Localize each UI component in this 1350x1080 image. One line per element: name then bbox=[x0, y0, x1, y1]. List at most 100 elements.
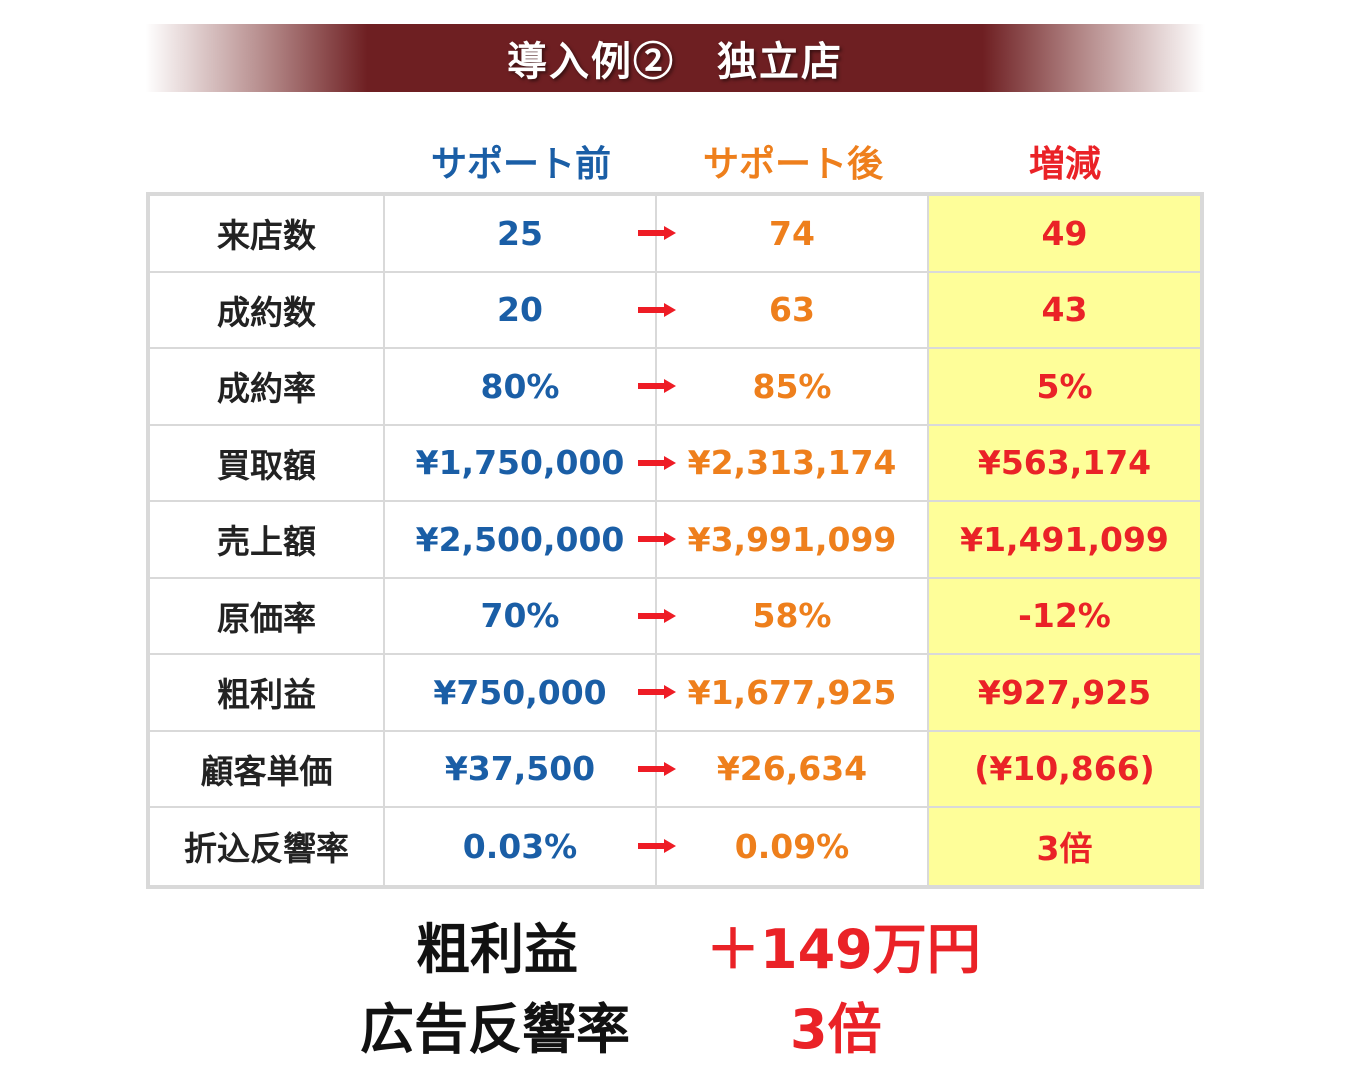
value-diff: (¥10,866) bbox=[929, 731, 1200, 806]
table-row: 成約数 20 63 43 bbox=[150, 272, 1200, 349]
value-diff-text: ¥1,491,099 bbox=[960, 519, 1169, 559]
table-row: 原価率 70% 58% -12% bbox=[150, 578, 1200, 655]
value-before-text: ¥750,000 bbox=[433, 672, 607, 712]
column-header-before: サポート前 bbox=[430, 144, 611, 185]
value-diff-text: 5% bbox=[1036, 366, 1093, 406]
row-label: 顧客単価 bbox=[150, 731, 385, 806]
right-arrow-icon bbox=[638, 302, 676, 317]
column-header-diff: 増減 bbox=[1028, 144, 1101, 185]
row-label: 成約数 bbox=[150, 272, 385, 347]
right-arrow-icon bbox=[638, 685, 676, 700]
value-after: ¥2,313,174 bbox=[657, 425, 929, 500]
value-diff-text: 49 bbox=[1041, 213, 1088, 253]
right-arrow-icon bbox=[638, 761, 676, 776]
row-label: 原価率 bbox=[150, 578, 385, 653]
value-diff-text: (¥10,866) bbox=[974, 749, 1155, 789]
row-label: 成約率 bbox=[150, 349, 385, 424]
value-before: 25 bbox=[385, 196, 676, 271]
table-row: 成約率 80% 85% 5% bbox=[150, 349, 1200, 426]
row-label-text: 来店数 bbox=[217, 216, 316, 256]
value-before: ¥2,500,000 bbox=[385, 502, 676, 577]
value-after: 0.09% bbox=[657, 808, 929, 885]
row-label: 折込反響率 bbox=[150, 808, 385, 885]
value-after-text: ¥2,313,174 bbox=[687, 443, 897, 483]
value-before: ¥1,750,000 bbox=[385, 425, 676, 500]
value-after-text: ¥1,677,925 bbox=[687, 672, 897, 712]
value-before-text: ¥2,500,000 bbox=[415, 519, 625, 559]
right-arrow-icon bbox=[638, 532, 676, 547]
summary-response-rate-label: 広告反響率 bbox=[360, 998, 630, 1061]
value-before-text: 0.03% bbox=[462, 826, 578, 866]
value-after: 63 bbox=[657, 272, 929, 347]
value-after-text: ¥26,634 bbox=[716, 749, 868, 789]
value-before-text: 80% bbox=[480, 366, 560, 406]
value-after: 74 bbox=[657, 196, 929, 271]
value-before: 80% bbox=[385, 349, 676, 424]
value-after: ¥3,991,099 bbox=[657, 502, 929, 577]
value-diff: 5% bbox=[929, 349, 1200, 424]
value-after: ¥1,677,925 bbox=[657, 655, 929, 730]
value-before: ¥37,500 bbox=[385, 731, 676, 806]
row-label-text: 粗利益 bbox=[217, 675, 316, 715]
value-diff-text: 43 bbox=[1041, 290, 1088, 330]
row-label-text: 顧客単価 bbox=[200, 751, 333, 791]
value-diff: 49 bbox=[929, 196, 1200, 271]
summary-gross-profit-value: ＋149万円 bbox=[706, 918, 981, 981]
right-arrow-icon bbox=[638, 455, 676, 470]
value-before-text: ¥37,500 bbox=[444, 749, 596, 789]
table-row: 粗利益 ¥750,000 ¥1,677,925 ¥927,925 bbox=[150, 655, 1200, 732]
value-before: 70% bbox=[385, 578, 676, 653]
page-title: 導入例② 独立店 bbox=[507, 38, 843, 85]
value-before-text: 25 bbox=[497, 213, 543, 253]
row-label: 売上額 bbox=[150, 502, 385, 577]
value-before: 0.03% bbox=[385, 808, 676, 885]
value-after-text: ¥3,991,099 bbox=[687, 519, 897, 559]
row-label-text: 買取額 bbox=[217, 445, 316, 485]
title-banner: 導入例② 独立店 bbox=[145, 24, 1205, 92]
value-diff: 3倍 bbox=[929, 808, 1200, 885]
value-diff-text: -12% bbox=[1018, 596, 1111, 636]
value-before-text: ¥1,750,000 bbox=[415, 443, 625, 483]
row-label-text: 折込反響率 bbox=[184, 829, 349, 869]
column-header-after: サポート後 bbox=[702, 144, 883, 185]
table-row: 売上額 ¥2,500,000 ¥3,991,099 ¥1,491,099 bbox=[150, 502, 1200, 579]
value-diff: ¥563,174 bbox=[929, 425, 1200, 500]
table-row: 来店数 25 74 49 bbox=[150, 196, 1200, 273]
value-diff: 43 bbox=[929, 272, 1200, 347]
right-arrow-icon bbox=[638, 379, 676, 394]
row-label-text: 売上額 bbox=[217, 522, 316, 562]
row-label: 粗利益 bbox=[150, 655, 385, 730]
value-after-text: 58% bbox=[752, 596, 832, 636]
value-after-text: 74 bbox=[769, 213, 815, 253]
row-label-text: 成約数 bbox=[217, 292, 316, 332]
value-before: 20 bbox=[385, 272, 676, 347]
row-label: 買取額 bbox=[150, 425, 385, 500]
table-row: 顧客単価 ¥37,500 ¥26,634 (¥10,866) bbox=[150, 731, 1200, 808]
value-after-text: 63 bbox=[769, 290, 815, 330]
table-row: 折込反響率 0.03% 0.09% 3倍 bbox=[150, 808, 1200, 885]
value-before-text: 70% bbox=[480, 596, 560, 636]
summary-gross-profit: 粗利益 ＋149万円 bbox=[0, 905, 1350, 985]
right-arrow-icon bbox=[638, 839, 676, 854]
value-after: 85% bbox=[657, 349, 929, 424]
value-diff: ¥927,925 bbox=[929, 655, 1200, 730]
summary-response-rate: 広告反響率 3倍 bbox=[0, 985, 1350, 1065]
value-before: ¥750,000 bbox=[385, 655, 676, 730]
comparison-table: 来店数 25 74 49 成約数 20 63 43 成約率 80% 85% 5% 買取額 ¥1,750,0… bbox=[146, 192, 1204, 889]
row-label: 来店数 bbox=[150, 196, 385, 271]
value-after-text: 85% bbox=[752, 366, 832, 406]
value-before-text: 20 bbox=[497, 290, 543, 330]
value-diff: -12% bbox=[929, 578, 1200, 653]
value-after: 58% bbox=[657, 578, 929, 653]
summary-gross-profit-label: 粗利益 bbox=[416, 918, 578, 981]
table-row: 買取額 ¥1,750,000 ¥2,313,174 ¥563,174 bbox=[150, 425, 1200, 502]
value-after: ¥26,634 bbox=[657, 731, 929, 806]
right-arrow-icon bbox=[638, 226, 676, 241]
value-diff-text: ¥563,174 bbox=[977, 443, 1152, 483]
value-after-text: 0.09% bbox=[734, 826, 850, 866]
row-label-text: 原価率 bbox=[217, 598, 316, 638]
value-diff: ¥1,491,099 bbox=[929, 502, 1200, 577]
value-diff-text: 3倍 bbox=[1036, 829, 1093, 869]
value-diff-text: ¥927,925 bbox=[977, 672, 1152, 712]
right-arrow-icon bbox=[638, 608, 676, 623]
